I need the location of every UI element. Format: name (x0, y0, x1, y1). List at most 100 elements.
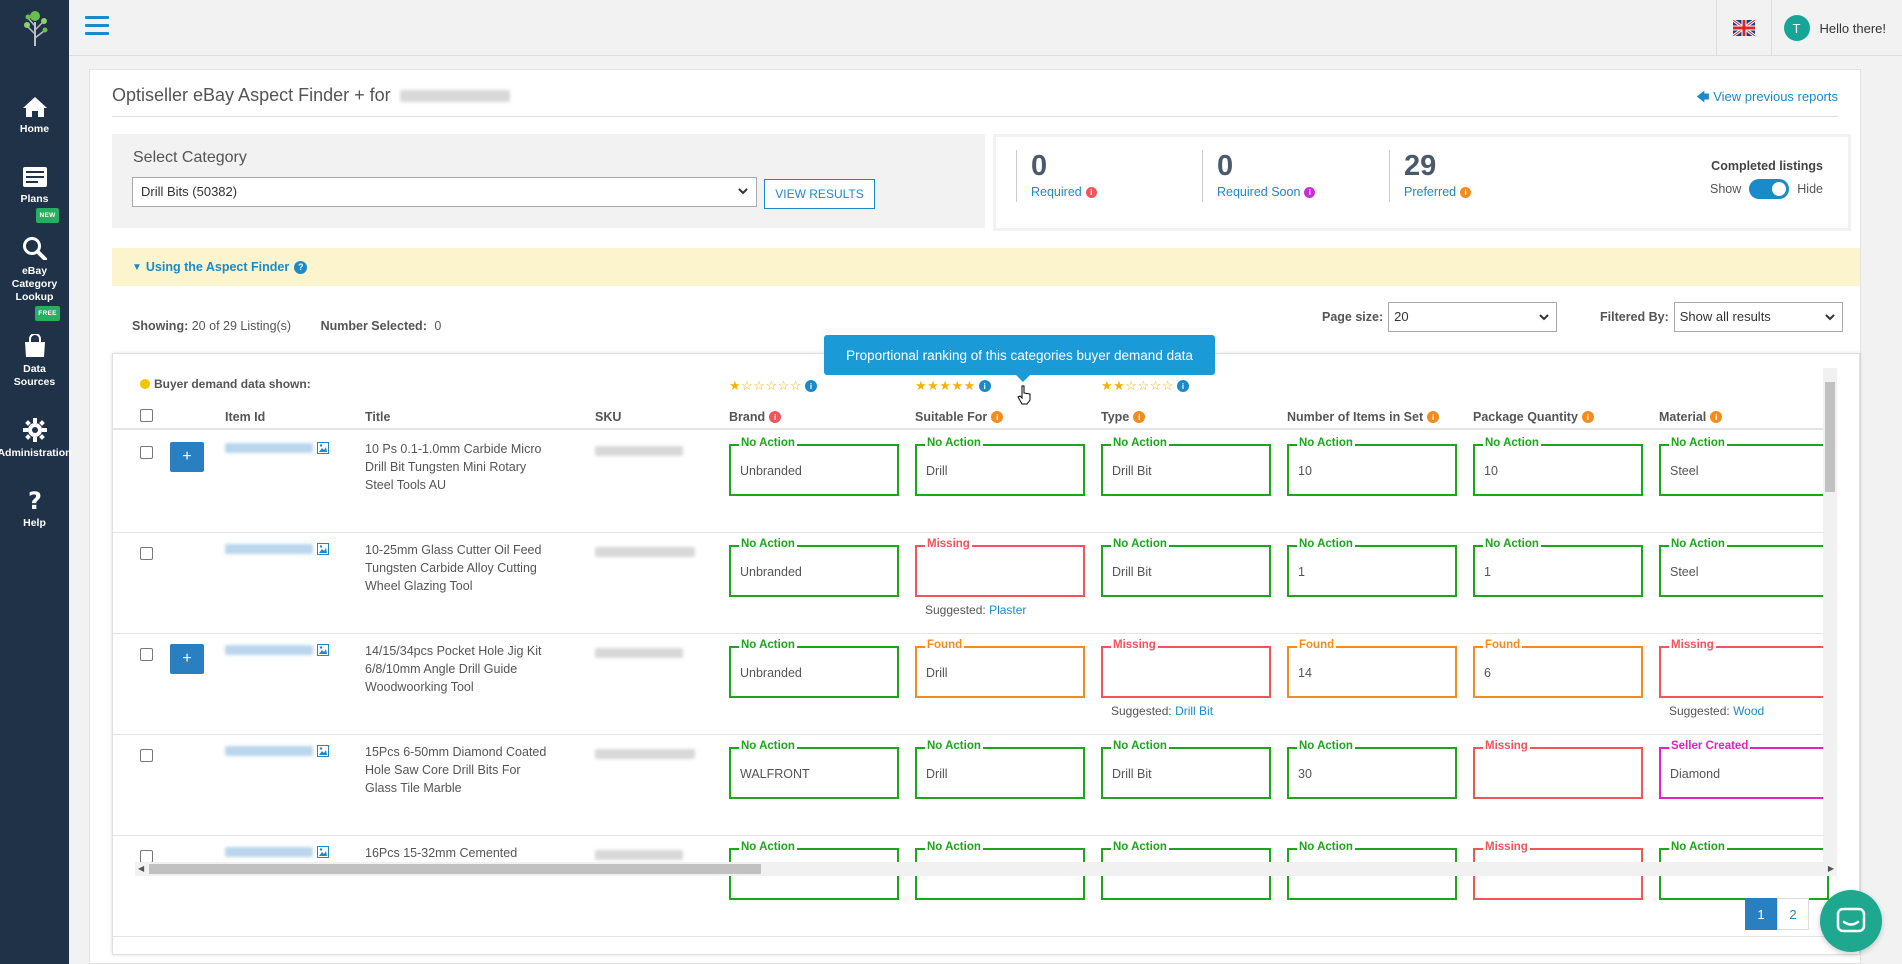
aspect-value-field[interactable]: Missing (1473, 740, 1643, 799)
menu-toggle-button[interactable] (85, 16, 109, 38)
aspect-value-field[interactable]: No Action 10 (1473, 437, 1643, 496)
aspect-value-field[interactable]: Missing (1101, 639, 1271, 698)
expand-row-button[interactable]: + (170, 442, 204, 472)
divider (112, 116, 1838, 117)
avatar: T (1783, 15, 1810, 41)
sidebar-item-label: Home (19, 123, 50, 135)
info-icon[interactable]: i (1085, 186, 1097, 198)
aspect-value: Drill Bit (1112, 767, 1152, 781)
sidebar-item-plans[interactable]: Plans NEW (0, 166, 69, 223)
aspect-value-field[interactable]: No Action 1 (1287, 538, 1457, 597)
aspect-value-field[interactable]: No Action Steel (1659, 437, 1829, 496)
aspect-value-field[interactable]: No Action 30 (1287, 740, 1457, 799)
header-item-id[interactable]: Item Id (225, 410, 266, 424)
aspect-value-field[interactable]: No Action Drill Bit (1101, 437, 1271, 496)
filter-select[interactable]: Show all results (1673, 302, 1843, 332)
aspect-value-field[interactable]: No Action WALFRONT (729, 740, 899, 799)
expand-row-button[interactable]: + (170, 644, 204, 674)
image-icon[interactable] (317, 745, 329, 757)
info-icon: i (1427, 411, 1440, 423)
item-id-link[interactable] (225, 543, 329, 555)
page-size-select[interactable]: 20 (1388, 302, 1558, 332)
item-id-link[interactable] (225, 442, 329, 454)
suggested-value: Suggested: Wood (1669, 704, 1765, 718)
scroll-right-arrow[interactable]: ▶ (1827, 864, 1834, 873)
aspect-value-field[interactable]: No Action 1 (1473, 538, 1643, 597)
aspect-value-field[interactable]: Seller Created Diamond (1659, 740, 1829, 799)
aspect-value-field[interactable]: No Action Unbranded (729, 538, 899, 597)
using-aspect-finder-toggle[interactable]: ▼ Using the Aspect Finder ? (112, 248, 1860, 286)
item-id-link[interactable] (225, 644, 329, 656)
suggested-value-link[interactable]: Plaster (989, 603, 1027, 617)
aspect-value-field[interactable]: No Action Unbranded (729, 639, 899, 698)
item-id-link[interactable] (225, 745, 329, 757)
sidebar-item-label: Data Sources (13, 363, 56, 388)
vertical-scrollbar[interactable] (1823, 368, 1837, 862)
view-results-button[interactable]: VIEW RESULTS (764, 179, 875, 209)
info-icon[interactable]: i (978, 380, 991, 392)
sidebar-item-help[interactable]: ? Help (0, 488, 69, 530)
view-previous-reports-link[interactable]: 🡄 View previous reports (1696, 89, 1838, 104)
aspect-value-field[interactable]: No Action Drill (915, 740, 1085, 799)
header-suitable-for[interactable]: Suitable For i (915, 410, 1004, 424)
scroll-left-arrow[interactable]: ◀ (138, 864, 145, 873)
info-icon: i (1581, 411, 1594, 423)
completed-listings-toggle[interactable] (1749, 179, 1790, 199)
header-package-quantity[interactable]: Package Quantity i (1473, 410, 1594, 424)
info-icon: i (769, 411, 782, 423)
aspect-value-field[interactable]: No Action Steel (1659, 538, 1829, 597)
listing-title: 10-25mm Glass Cutter Oil Feed Tungsten C… (365, 543, 542, 593)
row-checkbox[interactable] (140, 648, 153, 661)
sidebar-item-category-lookup[interactable]: eBay Category Lookup FREE (0, 236, 69, 321)
image-icon[interactable] (317, 644, 329, 656)
page-1-button[interactable]: 1 (1745, 898, 1777, 930)
user-menu[interactable]: T Hello there! (1772, 15, 1902, 41)
chat-launcher-button[interactable] (1820, 890, 1882, 952)
aspect-value-field[interactable]: Missing (915, 538, 1085, 597)
redacted-sku (595, 846, 683, 862)
aspect-value-field[interactable]: No Action Drill Bit (1101, 740, 1271, 799)
header-sku[interactable]: SKU (595, 410, 622, 424)
aspect-value-field[interactable]: No Action Unbranded (729, 437, 899, 496)
horizontal-scrollbar[interactable]: ◀ ▶ (135, 862, 1837, 876)
sidebar-item-home[interactable]: Home (0, 96, 69, 136)
listing-summary: Showing: 20 of 29 Listing(s) Number Sele… (132, 319, 442, 333)
aspect-value-field[interactable]: Found Drill (915, 639, 1085, 698)
aspect-value-field[interactable]: Found 14 (1287, 639, 1457, 698)
item-id-link[interactable] (225, 846, 329, 858)
sidebar-item-administration[interactable]: Administration (0, 418, 72, 460)
aspect-status-label: Seller Created (1669, 740, 1751, 752)
info-icon[interactable]: i (1176, 380, 1189, 392)
aspect-value-field[interactable]: Missing (1659, 639, 1829, 698)
header-material[interactable]: Material i (1659, 410, 1723, 424)
header-number-of-items[interactable]: Number of Items in Set i (1287, 410, 1440, 424)
language-selector[interactable] (1715, 0, 1772, 56)
select-all-checkbox[interactable] (140, 409, 153, 422)
category-select[interactable]: Drill Bits (50382) (132, 177, 757, 207)
sidebar-item-label: eBay Category Lookup (11, 265, 58, 303)
row-checkbox[interactable] (140, 547, 153, 560)
aspect-value-field[interactable]: No Action Drill Bit (1101, 538, 1271, 597)
header-type[interactable]: Type i (1101, 410, 1146, 424)
suggested-value-link[interactable]: Wood (1733, 704, 1765, 718)
logo[interactable] (0, 0, 69, 56)
page-2-button[interactable]: 2 (1777, 898, 1809, 930)
row-checkbox[interactable] (140, 446, 153, 459)
image-icon[interactable] (317, 442, 329, 454)
listing-title: 10 Ps 0.1-1.0mm Carbide Micro Drill Bit … (365, 442, 542, 492)
aspect-value-field[interactable]: Found 6 (1473, 639, 1643, 698)
aspect-value-field[interactable]: No Action 10 (1287, 437, 1457, 496)
info-icon[interactable]: i (1304, 186, 1316, 198)
header-brand[interactable]: Brand i (729, 410, 782, 424)
info-icon[interactable]: i (804, 380, 817, 392)
row-checkbox[interactable] (140, 749, 153, 762)
aspect-value-field[interactable]: No Action Drill (915, 437, 1085, 496)
sidebar-item-data-sources[interactable]: Data Sources (0, 334, 69, 389)
arrow-left-icon: 🡄 (1696, 89, 1710, 104)
image-icon[interactable] (317, 543, 329, 555)
svg-text:?: ? (28, 488, 42, 512)
suggested-value-link[interactable]: Drill Bit (1175, 704, 1214, 718)
header-title[interactable]: Title (365, 410, 391, 424)
info-icon[interactable]: i (1460, 186, 1472, 198)
image-icon[interactable] (317, 846, 329, 858)
